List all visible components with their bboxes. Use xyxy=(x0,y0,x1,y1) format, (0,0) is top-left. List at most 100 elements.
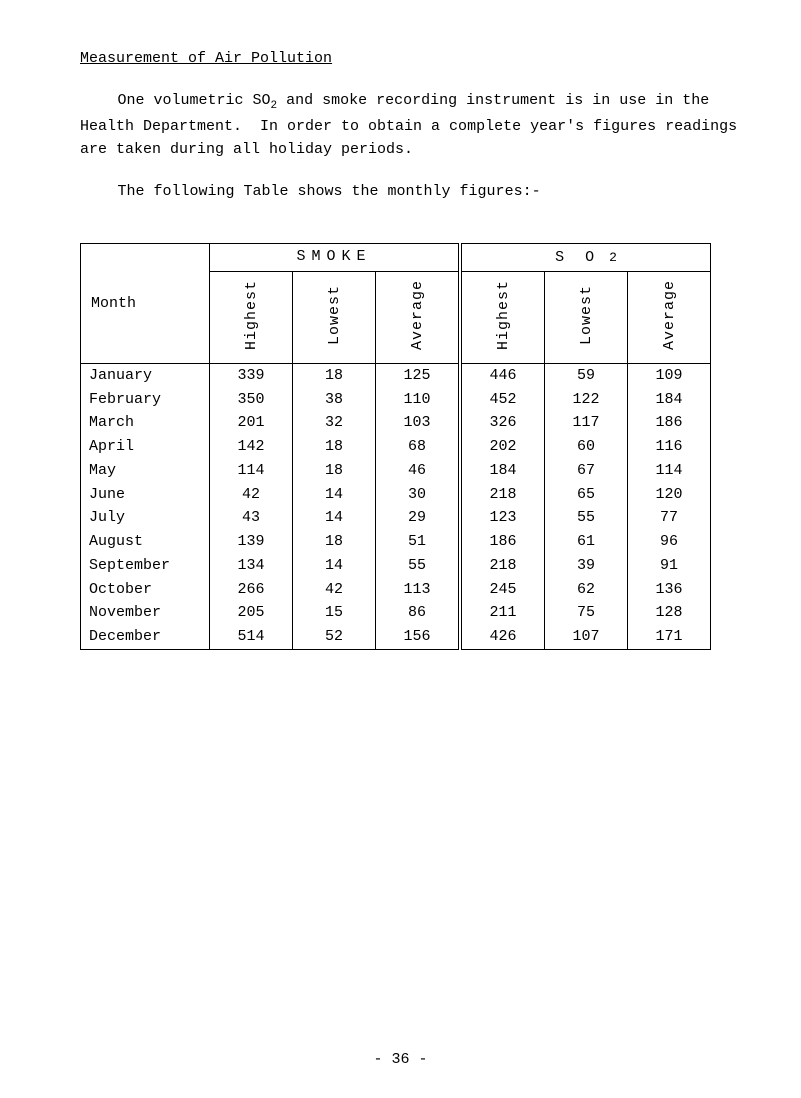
cell-so2-highest: 446 xyxy=(460,363,545,387)
table-row: August13918511866196 xyxy=(81,530,711,554)
cell-so2-average: 116 xyxy=(628,435,711,459)
cell-smoke-highest: 134 xyxy=(210,554,293,578)
table-body: January3391812544659109February350381104… xyxy=(81,363,711,649)
cell-so2-average: 184 xyxy=(628,388,711,412)
cell-smoke-lowest: 15 xyxy=(293,601,376,625)
cell-smoke-lowest: 42 xyxy=(293,578,376,602)
cell-so2-highest: 245 xyxy=(460,578,545,602)
cell-smoke-average: 156 xyxy=(376,625,461,649)
cell-so2-average: 91 xyxy=(628,554,711,578)
cell-month: April xyxy=(81,435,210,459)
cell-smoke-lowest: 14 xyxy=(293,554,376,578)
cell-so2-lowest: 75 xyxy=(545,601,628,625)
cell-month: July xyxy=(81,506,210,530)
cell-so2-average: 114 xyxy=(628,459,711,483)
cell-smoke-average: 110 xyxy=(376,388,461,412)
cell-smoke-lowest: 14 xyxy=(293,483,376,507)
cell-so2-average: 136 xyxy=(628,578,711,602)
cell-so2-highest: 218 xyxy=(460,554,545,578)
cell-smoke-lowest: 14 xyxy=(293,506,376,530)
cell-smoke-average: 30 xyxy=(376,483,461,507)
table-row: March20132103326117186 xyxy=(81,411,711,435)
col-month: Month xyxy=(81,243,210,363)
col-so2-highest: Highest xyxy=(460,271,545,363)
col-smoke-lowest: Lowest xyxy=(293,271,376,363)
cell-so2-highest: 211 xyxy=(460,601,545,625)
cell-smoke-average: 103 xyxy=(376,411,461,435)
cell-smoke-highest: 43 xyxy=(210,506,293,530)
cell-smoke-average: 29 xyxy=(376,506,461,530)
cell-smoke-highest: 42 xyxy=(210,483,293,507)
table-row: October2664211324562136 xyxy=(81,578,711,602)
col-smoke-highest: Highest xyxy=(210,271,293,363)
cell-month: November xyxy=(81,601,210,625)
table-row: July4314291235577 xyxy=(81,506,711,530)
cell-smoke-lowest: 18 xyxy=(293,363,376,387)
cell-so2-lowest: 55 xyxy=(545,506,628,530)
cell-smoke-average: 55 xyxy=(376,554,461,578)
cell-month: January xyxy=(81,363,210,387)
cell-so2-lowest: 61 xyxy=(545,530,628,554)
cell-so2-average: 77 xyxy=(628,506,711,530)
cell-so2-average: 120 xyxy=(628,483,711,507)
cell-so2-lowest: 107 xyxy=(545,625,628,649)
cell-so2-lowest: 122 xyxy=(545,388,628,412)
cell-so2-highest: 218 xyxy=(460,483,545,507)
cell-smoke-highest: 350 xyxy=(210,388,293,412)
intro-paragraph-1: One volumetric SO2 and smoke recording i… xyxy=(80,89,741,162)
cell-smoke-lowest: 38 xyxy=(293,388,376,412)
data-table: Month SMOKE S O 2 Highest Lowest Average… xyxy=(80,243,711,650)
table-row: February35038110452122184 xyxy=(81,388,711,412)
cell-smoke-highest: 266 xyxy=(210,578,293,602)
cell-month: February xyxy=(81,388,210,412)
cell-smoke-average: 46 xyxy=(376,459,461,483)
cell-smoke-lowest: 32 xyxy=(293,411,376,435)
cell-smoke-highest: 142 xyxy=(210,435,293,459)
cell-smoke-highest: 139 xyxy=(210,530,293,554)
cell-so2-lowest: 67 xyxy=(545,459,628,483)
cell-smoke-average: 51 xyxy=(376,530,461,554)
cell-so2-highest: 202 xyxy=(460,435,545,459)
cell-so2-lowest: 60 xyxy=(545,435,628,459)
cell-so2-highest: 184 xyxy=(460,459,545,483)
cell-smoke-highest: 205 xyxy=(210,601,293,625)
cell-month: March xyxy=(81,411,210,435)
cell-smoke-highest: 114 xyxy=(210,459,293,483)
page: Measurement of Air Pollution One volumet… xyxy=(0,0,801,1098)
col-smoke-average: Average xyxy=(376,271,461,363)
col-so2-average: Average xyxy=(628,271,711,363)
cell-smoke-highest: 339 xyxy=(210,363,293,387)
table-row: January3391812544659109 xyxy=(81,363,711,387)
cell-smoke-lowest: 52 xyxy=(293,625,376,649)
cell-so2-lowest: 117 xyxy=(545,411,628,435)
table-row: December51452156426107171 xyxy=(81,625,711,649)
cell-so2-average: 96 xyxy=(628,530,711,554)
cell-month: August xyxy=(81,530,210,554)
cell-smoke-lowest: 18 xyxy=(293,459,376,483)
cell-so2-highest: 452 xyxy=(460,388,545,412)
cell-smoke-average: 125 xyxy=(376,363,461,387)
cell-so2-highest: 426 xyxy=(460,625,545,649)
table-row: November205158621175128 xyxy=(81,601,711,625)
cell-so2-highest: 326 xyxy=(460,411,545,435)
cell-month: October xyxy=(81,578,210,602)
cell-so2-average: 186 xyxy=(628,411,711,435)
cell-smoke-average: 113 xyxy=(376,578,461,602)
cell-so2-lowest: 39 xyxy=(545,554,628,578)
col-so2-lowest: Lowest xyxy=(545,271,628,363)
group-smoke: SMOKE xyxy=(210,243,461,271)
cell-so2-average: 109 xyxy=(628,363,711,387)
table-row: September13414552183991 xyxy=(81,554,711,578)
cell-month: December xyxy=(81,625,210,649)
header-row-1: Month SMOKE S O 2 xyxy=(81,243,711,271)
cell-month: September xyxy=(81,554,210,578)
cell-smoke-highest: 201 xyxy=(210,411,293,435)
cell-so2-average: 128 xyxy=(628,601,711,625)
intro-paragraph-2: The following Table shows the monthly fi… xyxy=(80,180,741,203)
cell-month: June xyxy=(81,483,210,507)
cell-smoke-highest: 514 xyxy=(210,625,293,649)
cell-smoke-lowest: 18 xyxy=(293,435,376,459)
cell-smoke-lowest: 18 xyxy=(293,530,376,554)
table-row: June42143021865120 xyxy=(81,483,711,507)
section-title: Measurement of Air Pollution xyxy=(80,50,741,67)
